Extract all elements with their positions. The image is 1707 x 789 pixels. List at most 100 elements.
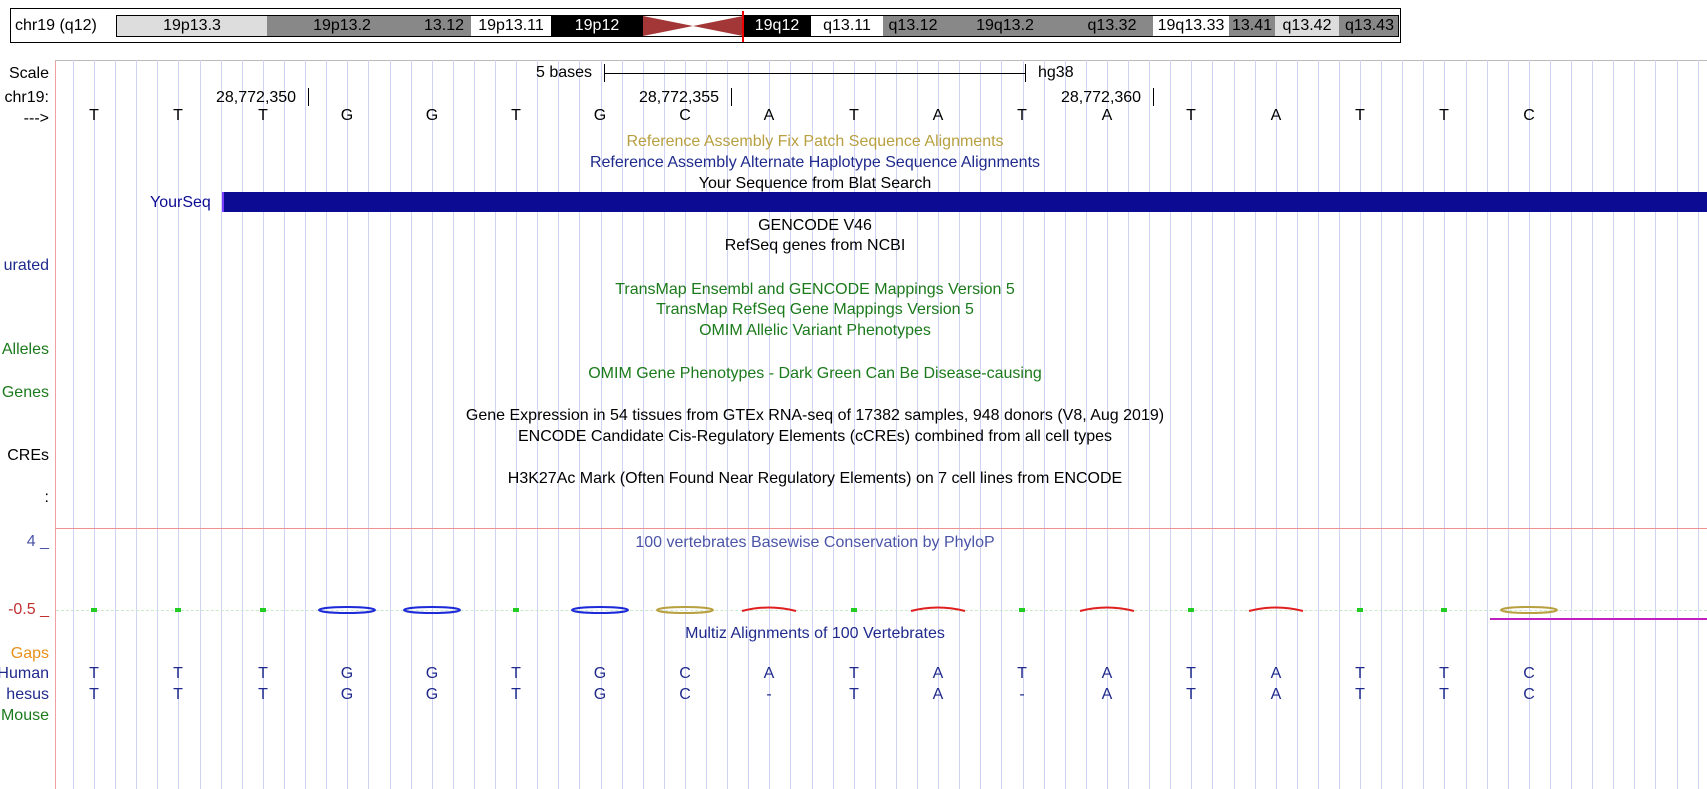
ideogram-band[interactable]: 19p13.3 [117, 16, 267, 36]
grid-line [495, 60, 496, 789]
rhesus-base: G [340, 686, 354, 703]
position-coordinate: 28,772,355 [639, 89, 720, 106]
rhesus-species-label[interactable]: hesus [6, 686, 49, 703]
label-divider [55, 60, 56, 789]
grid-line [537, 60, 538, 789]
position-tick [731, 88, 732, 106]
rhesus-base: T [511, 686, 521, 703]
ideogram-band[interactable]: 19p13.2 [267, 16, 417, 36]
grid-line [896, 60, 897, 789]
grid-line [854, 60, 855, 789]
scale-bar-right-cap [1025, 64, 1026, 82]
ideogram-band[interactable]: 19q13.2 [943, 16, 1067, 36]
gaps-label[interactable]: Gaps [10, 645, 49, 662]
human-base: C [679, 665, 691, 682]
phylop-mark-dot [1188, 608, 1194, 612]
grid-line [1529, 60, 1530, 789]
centromere [643, 16, 743, 36]
blat-track-title[interactable]: Your Sequence from Blat Search [698, 175, 932, 192]
ideogram-chrom-label: chr19 (q12) [15, 17, 97, 34]
grid-line [558, 60, 559, 789]
phylop-mark-red [741, 606, 797, 612]
sequence-base: T [1186, 107, 1196, 124]
ideogram-band[interactable]: 19p12 [551, 16, 643, 36]
grid-line [1255, 60, 1256, 789]
omim-alleles-track-title[interactable]: OMIM Allelic Variant Phenotypes [699, 322, 931, 339]
grid-line [1698, 60, 1699, 789]
position-tick [1153, 88, 1154, 106]
ideogram-band[interactable]: q13.43 [1339, 16, 1398, 36]
grid-line [1466, 60, 1467, 789]
grid-line [579, 60, 580, 789]
sequence-base: G [340, 107, 354, 124]
gencode-track-title[interactable]: GENCODE V46 [758, 217, 872, 234]
sequence-base: T [1017, 107, 1027, 124]
scale-label[interactable]: Scale [8, 65, 49, 82]
blat-alignment-bar[interactable] [224, 192, 1707, 212]
phylop-shape [513, 608, 519, 612]
gtex-track-title[interactable]: Gene Expression in 54 tissues from GTEx … [465, 407, 1165, 424]
encode-ccres-label[interactable]: CREs [7, 447, 49, 464]
phylop-shape [1357, 608, 1363, 612]
grid-line [1550, 60, 1551, 789]
phylop-shape [1019, 608, 1025, 612]
phylop-mark-dot [1019, 608, 1025, 612]
strand-label[interactable]: ---> [23, 110, 49, 127]
grid-line [748, 60, 749, 789]
phylop-mark-red [1248, 606, 1304, 612]
sequence-base: A [1101, 107, 1113, 124]
transmap-ensembl-track-title[interactable]: TransMap Ensembl and GENCODE Mappings Ve… [615, 281, 1015, 298]
blat-item-label[interactable]: YourSeq [150, 194, 211, 211]
human-base: G [593, 665, 607, 682]
rhesus-base: - [1019, 686, 1025, 703]
encode-ccre-track-title[interactable]: ENCODE Candidate Cis-Regulatory Elements… [518, 428, 1112, 445]
grid-line [727, 60, 728, 789]
grid-line [601, 60, 602, 789]
human-species-label[interactable]: Human [0, 665, 49, 682]
fix-patch-track-title[interactable]: Reference Assembly Fix Patch Sequence Al… [626, 133, 1004, 150]
grid-line [1402, 60, 1403, 789]
ideogram-band[interactable]: 13.41 [1229, 16, 1275, 36]
grid-line [432, 60, 433, 789]
h3k27ac-label[interactable]: : [44, 489, 49, 506]
scale-bar [604, 73, 1026, 74]
phylop-track-title[interactable]: 100 vertebrates Basewise Conservation by… [635, 534, 995, 551]
grid-line [284, 60, 285, 789]
grid-line [1149, 60, 1150, 789]
omim-genes-track-title[interactable]: OMIM Gene Phenotypes - Dark Green Can Be… [588, 365, 1042, 382]
phylop-mark-red [910, 606, 966, 612]
grid-line [1191, 60, 1192, 789]
grid-line [1339, 60, 1340, 789]
assembly-label: hg38 [1038, 64, 1074, 81]
refseq-track-title[interactable]: RefSeq genes from NCBI [724, 237, 906, 254]
multiz-track-title[interactable]: Multiz Alignments of 100 Vertebrates [685, 625, 945, 642]
ideogram-band[interactable]: q13.32 [1067, 16, 1157, 36]
ideogram-band[interactable]: q13.11 [811, 16, 883, 36]
curated-track-label[interactable]: urated [3, 257, 49, 274]
grid-line [812, 60, 813, 789]
ideogram-band[interactable]: 19q13.33 [1153, 16, 1229, 36]
transmap-refseq-track-title[interactable]: TransMap RefSeq Gene Mappings Version 5 [656, 301, 974, 318]
ideogram-band[interactable]: q13.42 [1275, 16, 1339, 36]
h3k27ac-track-title[interactable]: H3K27Ac Mark (Often Found Near Regulator… [507, 470, 1123, 487]
phylop-mark-dot [513, 608, 519, 612]
ideogram-bar[interactable]: 19p13.3 19p13.2 13.12 19p13.11 19p12 19q12 q13… [116, 15, 1399, 37]
ideogram-band[interactable]: 19p13.11 [471, 16, 551, 36]
grid-line [938, 60, 939, 789]
chrom-position-label[interactable]: chr19: [4, 89, 49, 106]
omim-genes-label[interactable]: Genes [1, 384, 49, 401]
grid-line [875, 60, 876, 789]
rhesus-base: T [1439, 686, 1449, 703]
ideogram-band[interactable]: q13.12 [883, 16, 943, 36]
omim-alleles-label[interactable]: Alleles [1, 341, 49, 358]
rhesus-base: C [1523, 686, 1535, 703]
sequence-base: T [849, 107, 859, 124]
mouse-species-label[interactable]: Mouse [0, 707, 49, 724]
human-base: A [1101, 665, 1113, 682]
ideogram-band[interactable]: 13.12 [417, 16, 471, 36]
ideogram-band[interactable]: 19q12 [743, 16, 811, 36]
alt-haplotype-track-title[interactable]: Reference Assembly Alternate Haplotype S… [589, 154, 1041, 171]
centromere-q-arm [693, 16, 743, 36]
grid-line [94, 60, 95, 789]
rhesus-base: T [173, 686, 183, 703]
